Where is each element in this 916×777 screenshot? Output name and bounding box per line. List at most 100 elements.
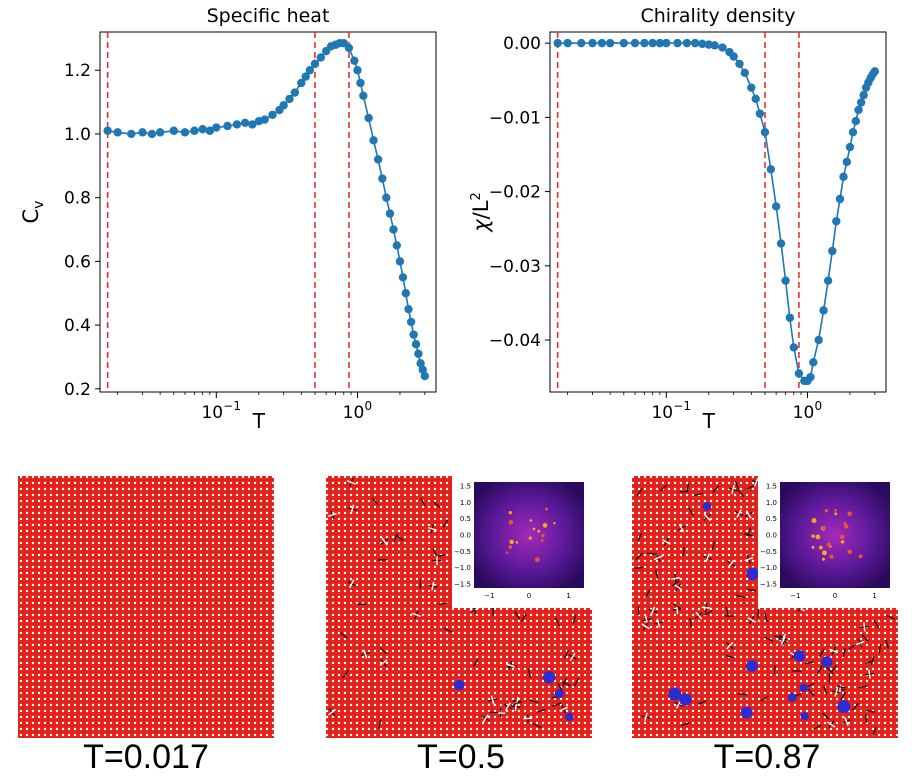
data-point (260, 115, 268, 123)
data-point (832, 217, 840, 225)
inset-peak (541, 534, 544, 537)
y-tick-label: −0.01 (489, 108, 541, 128)
defect-spot (788, 693, 797, 702)
y-tick-label: 0.2 (64, 380, 91, 400)
data-point (268, 111, 276, 119)
defect-spot (794, 650, 806, 662)
data-point (374, 155, 382, 163)
inset-peak (509, 540, 514, 545)
inset-x-tick-label: 0 (527, 592, 531, 600)
data-point (389, 225, 397, 233)
y-tick-label: 0.00 (503, 34, 541, 54)
data-point (279, 101, 287, 109)
defect-spot (801, 712, 809, 720)
data-point (396, 257, 404, 265)
inset-peak (537, 530, 540, 533)
defect-spot (837, 700, 850, 713)
data-point (859, 91, 867, 99)
inset-peak (827, 543, 831, 547)
data-point (648, 39, 656, 47)
data-point (772, 202, 780, 210)
inset-peak (822, 550, 827, 555)
defect-spot (454, 680, 465, 691)
data-point (741, 69, 749, 77)
spin-vector (864, 623, 865, 632)
data-point (382, 193, 390, 201)
defect-spot (555, 689, 564, 698)
data-point (588, 39, 596, 47)
data-point (729, 52, 737, 60)
data-point (752, 95, 760, 103)
y-tick-label: 1.0 (64, 125, 91, 145)
data-point (138, 128, 146, 136)
data-point (113, 128, 121, 136)
data-point (781, 276, 789, 284)
data-point (345, 44, 353, 52)
inset-peak (543, 523, 548, 528)
specific-heat-title: Specific heat (100, 5, 436, 27)
spin-snapshot-panel (18, 476, 274, 738)
data-point (148, 130, 156, 138)
plot-frame (550, 32, 886, 392)
inset-x-tick-label: −1 (790, 592, 800, 600)
inset-peak (553, 522, 555, 524)
inset-y-tick-label: 1.5 (460, 483, 471, 491)
inset-peak (811, 534, 815, 538)
inset-y-tick-label: −1.5 (760, 581, 777, 589)
data-point (223, 122, 231, 130)
data-point (212, 123, 220, 131)
inset-peak (545, 508, 548, 511)
defect-spot (821, 656, 832, 667)
data-point (291, 88, 299, 96)
inset-peak (819, 546, 823, 550)
inset-y-tick-label: 1.0 (460, 499, 471, 507)
inset-y-tick-label: 0.5 (460, 515, 471, 523)
data-point (386, 209, 394, 217)
data-point (198, 125, 206, 133)
inset-x-tick-label: 1 (566, 592, 570, 600)
x-tick-label: 10 (651, 403, 673, 423)
inset-heatmap (780, 482, 890, 588)
data-point (402, 289, 410, 297)
inset-peak (541, 539, 544, 542)
data-point (849, 128, 857, 136)
data-point (409, 330, 417, 338)
data-point (404, 305, 412, 313)
data-point (824, 276, 832, 284)
x-axis-label: T (252, 409, 266, 433)
data-point (241, 119, 249, 127)
inset-peak (509, 511, 512, 514)
data-point (359, 92, 367, 100)
inset-peak (822, 526, 826, 530)
data-point (407, 318, 415, 326)
inset-peak (859, 555, 863, 559)
data-point (364, 114, 372, 122)
x-tick-label: 10 (343, 403, 365, 423)
data-point (710, 41, 718, 49)
data-point (103, 127, 111, 135)
data-point (790, 343, 798, 351)
data-point (843, 158, 851, 166)
inset-x-tick-label: 1 (872, 592, 876, 600)
inset-peak (841, 540, 844, 543)
data-point (673, 39, 681, 47)
caption-t-087: T=0.87 (636, 738, 898, 777)
caption-t-0017: T=0.017 (20, 738, 272, 777)
x-tick-exponent: 0 (814, 399, 822, 413)
inset-y-tick-label: −1.5 (454, 581, 471, 589)
defect-spot (799, 684, 807, 692)
data-point (190, 127, 198, 135)
data-point (854, 106, 862, 114)
inset-peak (834, 512, 837, 515)
data-point (181, 128, 189, 136)
data-point (127, 130, 135, 138)
defect-spot (703, 502, 712, 511)
caption-t-05: T=0.5 (330, 738, 592, 777)
data-point (795, 369, 803, 377)
data-point (814, 336, 822, 344)
data-point (735, 60, 743, 68)
